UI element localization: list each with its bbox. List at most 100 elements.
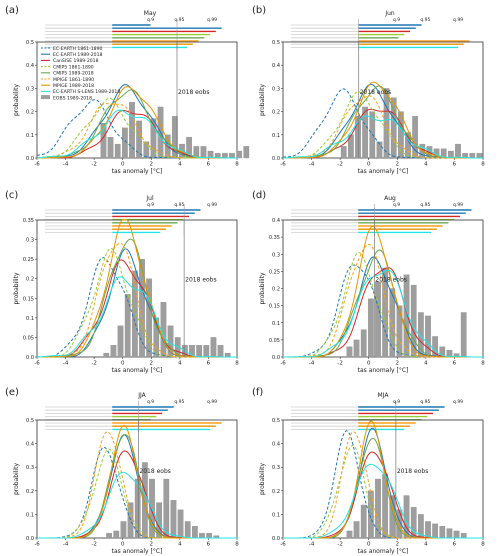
eobs-bar — [460, 533, 467, 539]
y-tick-label: 0.1 — [26, 512, 34, 518]
quantile-label: q.9 — [147, 202, 154, 208]
x-tick-label: 6 — [207, 361, 211, 367]
panel-letter: (c) — [5, 190, 18, 201]
axes-frame — [282, 41, 484, 159]
eobs-bar — [206, 533, 213, 539]
x-tick-label: 0 — [367, 361, 371, 367]
legend-entry: MPIGE 1989-2018 — [53, 83, 94, 89]
legend-entry: EC-EARTH 1861-1890 — [53, 46, 103, 52]
eobs-bar — [106, 533, 113, 539]
density-curve — [282, 115, 483, 159]
density-curve — [36, 109, 237, 159]
y-tick-label: 0.05 — [269, 338, 280, 344]
y-tick-label: 0.1 — [26, 133, 34, 139]
eobs-bar — [243, 146, 250, 159]
x-tick-label: 8 — [481, 542, 485, 548]
x-tick-label: -4 — [63, 542, 69, 548]
y-tick-label: 0.2 — [272, 110, 280, 116]
x-tick-label: 0 — [367, 162, 371, 168]
eobs-bar — [390, 97, 397, 159]
x-tick-label: -4 — [63, 162, 69, 168]
panel-letter: (e) — [5, 387, 19, 398]
y-tick-label: 0.0 — [272, 156, 280, 162]
obs-label: 2018 eobs — [139, 468, 170, 475]
y-tick-label: 0.2 — [26, 277, 34, 283]
quantile-label: q.99 — [207, 202, 217, 208]
x-tick-label: 2 — [396, 542, 400, 548]
y-tick-label: 0.05 — [23, 335, 34, 341]
eobs-bar — [163, 478, 170, 539]
x-tick-label: -6 — [34, 162, 40, 168]
eobs-bar — [146, 278, 153, 358]
quantile-strip: q.9 q.95 q.99 — [45, 17, 222, 51]
eobs-bar — [120, 521, 127, 539]
x-tick-label: 6 — [453, 162, 457, 168]
legend-swatch — [41, 95, 50, 100]
panel-title: MJA — [378, 392, 390, 399]
eobs-bar — [110, 345, 117, 358]
eobs-bar — [375, 478, 381, 539]
x-tick-label: 0 — [121, 361, 125, 367]
x-axis-label: tas anomaly [°C] — [112, 367, 163, 374]
eobs-bar — [367, 298, 374, 358]
y-tick-label: 0.5 — [272, 40, 280, 46]
density-curve — [282, 95, 483, 159]
eobs-bar — [217, 345, 224, 358]
panel-letter: (a) — [5, 5, 19, 16]
eobs-bar — [376, 141, 383, 159]
density-curve — [282, 88, 483, 159]
density-curve — [283, 81, 483, 159]
y-tick-label: 0.2 — [272, 287, 280, 293]
x-tick-label: -6 — [280, 162, 286, 168]
quantile-strip: q.9 q.95 q.99 — [291, 202, 472, 236]
legend-entry: MPIGE 1861-1890 — [53, 77, 94, 83]
eobs-bar — [107, 136, 114, 159]
x-tick-label: -4 — [309, 162, 315, 168]
x-tick-label: -6 — [280, 542, 286, 548]
eobs-bar — [124, 294, 131, 358]
y-tick-label: 0.3 — [26, 86, 34, 92]
y-tick-label: 0.35 — [23, 218, 34, 224]
y-tick-label: 0.4 — [272, 442, 280, 448]
quantile-strip: q.9 q.95 q.99 — [45, 399, 222, 433]
eobs-bar — [455, 143, 461, 159]
legend-entry: CMIP5 1861-1890 — [53, 64, 94, 70]
x-tick-label: 8 — [481, 162, 485, 168]
eobs-bar — [160, 302, 167, 358]
eobs-bar — [196, 345, 203, 358]
x-tick-label: 8 — [481, 361, 485, 367]
quantile-label: q.9 — [393, 202, 400, 208]
eobs-bar — [221, 153, 228, 159]
eobs-bar — [236, 150, 243, 159]
eobs-bar — [397, 111, 404, 159]
obs-label: 2018 eobs — [360, 89, 391, 96]
y-tick-label: 0.15 — [269, 304, 280, 310]
eobs-bar — [340, 146, 347, 159]
y-tick-label: 0.3 — [272, 465, 280, 471]
y-tick-label: 0.0 — [26, 536, 34, 542]
eobs-bar — [367, 490, 374, 539]
panel-title: Jul — [145, 195, 154, 202]
y-axis-label: probability — [259, 84, 266, 116]
density-curve — [282, 85, 483, 159]
x-tick-label: 8 — [235, 361, 239, 367]
y-tick-label: 0.4 — [26, 63, 34, 69]
legend-entry: CanSISE 1989-2018 — [53, 58, 99, 64]
density-curve — [282, 91, 483, 159]
x-tick-label: 8 — [235, 162, 239, 168]
y-axis-label: probability — [259, 272, 266, 304]
eobs-bar — [346, 530, 353, 539]
y-tick-label: 0.1 — [272, 133, 280, 139]
y-tick-label: 0.2 — [272, 489, 280, 495]
y-tick-label: 0.1 — [26, 316, 34, 322]
y-axis-label: probability — [13, 463, 20, 495]
quantile-label: q.9 — [393, 17, 400, 23]
quantile-strip: q.9 q.95 q.99 — [291, 399, 463, 433]
eobs-bar — [200, 146, 207, 159]
density-curve — [283, 463, 483, 539]
eobs-bar — [362, 106, 369, 159]
x-tick-label: 2 — [150, 361, 154, 367]
y-tick-label: 0.0 — [26, 355, 34, 361]
